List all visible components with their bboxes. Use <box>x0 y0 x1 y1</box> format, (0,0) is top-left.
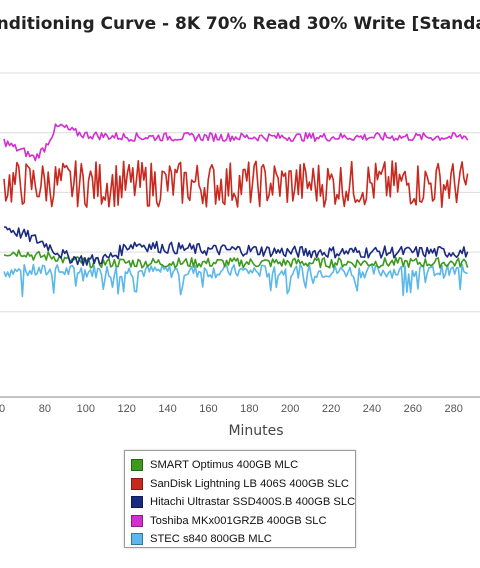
legend-item-smart: SMART Optimus 400GB MLC <box>131 457 298 473</box>
x-tick-label: 220 <box>322 403 340 415</box>
x-tick-label: 120 <box>117 403 135 415</box>
x-tick-label: 0 <box>0 403 5 415</box>
legend-swatch-smart <box>131 459 143 471</box>
x-tick-label: 100 <box>77 403 95 415</box>
x-tick-label: 160 <box>199 403 217 415</box>
legend-swatch-toshiba <box>131 514 143 527</box>
legend-label-stec: STEC s840 800GB MLC <box>150 533 272 545</box>
series-line-hitachi <box>3 226 469 267</box>
x-tick-label: 280 <box>445 403 463 415</box>
legend-item-stec: STEC s840 800GB MLC <box>131 531 272 547</box>
legend-item-sandisk: SanDisk Lightning LB 406S 400GB SLC <box>131 476 349 492</box>
series-line-sandisk <box>3 160 469 208</box>
x-tick-label: 80 <box>39 403 51 415</box>
legend-label-sandisk: SanDisk Lightning LB 406S 400GB SLC <box>150 477 350 490</box>
legend-label-hitachi: Hitachi Ultrastar SSD400S.B 400GB SLC <box>150 496 356 508</box>
legend-label-toshiba: Toshiba MKx001GRZB 400GB SLC <box>150 514 327 527</box>
legend-swatch-hitachi <box>131 496 143 508</box>
legend: SMART Optimus 400GB MLC SanDisk Lightnin… <box>124 450 356 548</box>
x-tick-labels: 0 80 100 120 140 160 180 200 220 240 260 280 <box>0 403 463 415</box>
x-tick-label: 240 <box>363 403 381 415</box>
legend-item-toshiba: Toshiba MKx001GRZB 400GB SLC <box>131 513 327 529</box>
x-tick-label: 140 <box>158 403 176 415</box>
x-axis-label: Minutes <box>228 423 284 439</box>
series-lines <box>3 123 469 298</box>
series-line-stec <box>3 263 468 298</box>
x-tick-label: 200 <box>281 403 299 415</box>
legend-swatch-stec <box>131 533 143 545</box>
x-tick-label: 260 <box>404 403 422 415</box>
grid-lines <box>0 72 480 313</box>
chart-title: onditioning Curve - 8K 70% Read 30% Writ… <box>0 14 480 34</box>
plot-area: 0 80 100 120 140 160 180 200 220 240 260 280 <box>0 56 480 415</box>
series-line-smart <box>3 249 469 269</box>
legend-item-hitachi: Hitachi Ultrastar SSD400S.B 400GB SLC <box>131 494 355 510</box>
x-tick-label: 180 <box>240 403 258 415</box>
legend-label-smart: SMART Optimus 400GB MLC <box>150 459 299 471</box>
series-line-toshiba <box>3 123 469 162</box>
legend-swatch-sandisk <box>131 477 143 490</box>
plot-background <box>0 56 480 397</box>
